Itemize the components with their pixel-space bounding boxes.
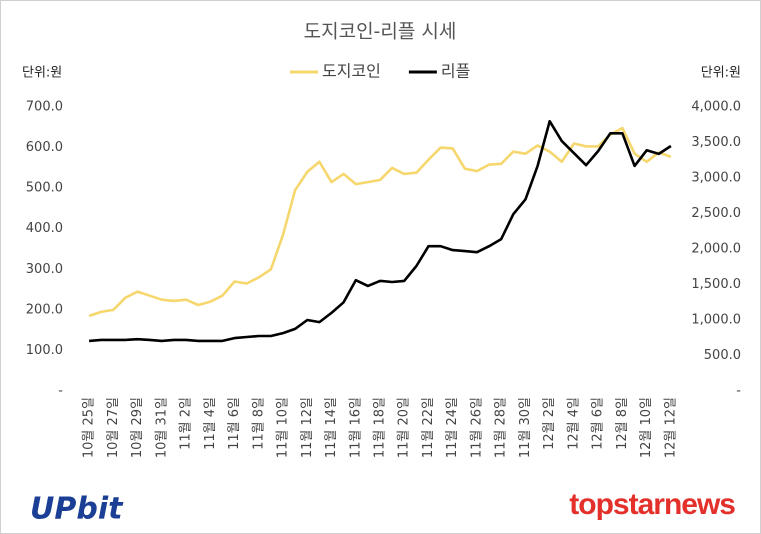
y2-tick-label: 500.0 [704,348,741,363]
y-tick-label: 100.0 [26,343,63,358]
x-tick-label: 11월 2일 [179,397,194,450]
y-tick-label: 500.0 [26,181,63,196]
y-tick-label: - [58,384,63,399]
chart-title: 도지코인-리플 시세 [304,21,457,43]
x-tick-label: 11월 28일 [494,397,509,458]
y2-tick-label: 4,000.0 [691,100,741,115]
x-tick-label: 11월 24일 [445,397,460,458]
x-tick-label: 12월 6일 [591,397,606,450]
x-tick-label: 11월 22일 [421,397,436,458]
x-tick-label: 11월 12일 [300,397,315,458]
y-tick-label: 700.0 [26,100,63,115]
y2-tick-label: 2,000.0 [691,242,741,257]
logo-topstarnews: topstarnews [569,488,735,521]
y-tick-label: 200.0 [26,302,63,317]
x-tick-label: 12월 8일 [615,397,630,450]
x-tick-label: 11월 10일 [276,397,291,458]
x-tick-label: 11월 4일 [203,397,218,450]
y2-tick-label: 1,000.0 [691,313,741,328]
y2-tick-label: 3,000.0 [691,171,741,186]
x-tick-label: 10월 31일 [154,397,169,458]
y2-tick-label: 1,500.0 [691,277,741,292]
x-tick-label: 11월 20일 [397,397,412,458]
y2-tick-label: - [736,384,741,399]
x-tick-label: 11월 30일 [518,397,533,458]
legend-label: 도지코인 [322,62,381,81]
x-tick-label: 12월 4일 [566,397,581,450]
x-tick-label: 11월 6일 [227,397,242,450]
y-tick-label: 400.0 [26,221,63,236]
y2-tick-label: 2,500.0 [691,206,741,221]
x-tick-label: 11월 16일 [348,397,363,458]
x-tick-label: 11월 26일 [469,397,484,458]
x-tick-label: 11월 18일 [373,397,388,458]
legend-label: 리플 [441,62,470,81]
series-line [88,119,672,343]
y-tick-label: 600.0 [26,140,63,155]
x-tick-label: 10월 25일 [82,397,97,458]
x-tick-label: 12월 2일 [542,397,557,450]
x-tick-label: 12월 12일 [663,397,678,458]
x-tick-label: 11월 8일 [251,397,266,450]
x-tick-label: 10월 27일 [106,397,121,458]
x-tick-label: 11월 14일 [324,397,339,458]
logo-upbit: UPbit [30,492,124,527]
x-tick-label: 10월 29일 [130,397,145,458]
y2-unit-label: 단위:원 [701,66,741,81]
x-tick-label: 12월 10일 [639,397,654,458]
series-line [88,126,672,318]
y2-tick-label: 3,500.0 [691,135,741,150]
y-unit-label: 단위:원 [22,66,62,81]
y-tick-label: 300.0 [26,262,63,277]
